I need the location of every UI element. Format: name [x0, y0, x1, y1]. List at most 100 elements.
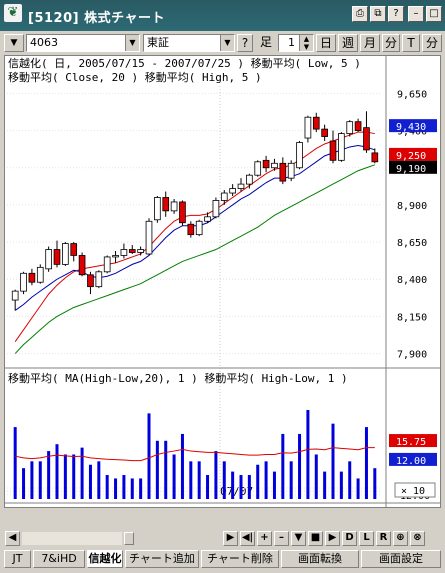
scroll-right-button[interactable]: ▶ — [223, 531, 238, 546]
hl-bar — [373, 468, 377, 499]
candle-body — [312, 116, 320, 130]
candle-body — [204, 216, 211, 222]
candle-body — [329, 140, 337, 161]
add-chart-button[interactable]: チャート追加 — [125, 550, 199, 568]
help-icon[interactable]: ? — [388, 6, 404, 22]
zoom-minus-icon[interactable]: ⊗ — [410, 531, 425, 546]
hl-bar — [72, 454, 76, 499]
low-ma5-line — [14, 144, 375, 311]
menu-dropdown-button[interactable]: ▼ — [4, 34, 24, 52]
hl-bar — [147, 413, 151, 499]
help-button[interactable]: ? — [237, 34, 253, 52]
month-button[interactable]: 月 — [360, 34, 380, 52]
hl-bar — [189, 461, 193, 499]
zoom-plus-icon[interactable]: ⊕ — [393, 531, 408, 546]
hl-bar — [97, 461, 101, 499]
jump-end-button[interactable]: ▶ — [325, 531, 340, 546]
d-button[interactable]: D — [342, 531, 357, 546]
down-button[interactable]: ▼ — [291, 531, 306, 546]
hl-bar — [139, 478, 143, 499]
hl-bar — [298, 433, 302, 499]
hl-bar — [339, 471, 343, 499]
candle-body — [187, 223, 195, 236]
period-stepper[interactable]: 1 ▲ ▼ — [278, 34, 314, 52]
tab-shinetsu[interactable]: 信越化 — [87, 550, 123, 568]
switch-screen-button[interactable]: 画面転換 — [281, 550, 359, 568]
candle-body — [287, 162, 295, 179]
code-combo[interactable]: 4063 ▼ — [26, 34, 140, 52]
candle-body — [103, 256, 111, 273]
hl-bar — [364, 427, 368, 499]
hl-bar — [256, 464, 260, 499]
window-title: [5120] 株式チャート — [28, 11, 165, 26]
badge-hl-bg — [389, 452, 437, 466]
r-button[interactable]: R — [376, 531, 391, 546]
candle-body — [120, 249, 128, 256]
candle-body — [145, 220, 153, 255]
hl-bar — [306, 409, 310, 499]
l-button[interactable]: L — [359, 531, 374, 546]
scroll-left-button[interactable]: ◀ — [5, 531, 20, 546]
badge-high-ma-bg — [389, 147, 437, 161]
candle-body — [229, 188, 236, 194]
share-button[interactable]: 分 — [382, 34, 400, 52]
hl-bar — [348, 461, 352, 499]
candle-body — [112, 255, 119, 258]
hl-bar — [314, 454, 318, 499]
stock-chart[interactable]: 信越化( 日, 2005/07/15 - 2007/07/25 ) 移動平均( … — [5, 56, 440, 507]
toolbar: ▼ 4063 ▼ 東証 ▼ ? 足 1 ▲ ▼ 日 週 月 分 T 分 — [0, 31, 445, 55]
minimize-button[interactable]: – — [408, 6, 424, 22]
more-button[interactable]: 分 — [422, 34, 442, 52]
badge-hl-ma-bg — [389, 434, 437, 448]
scroll-thumb[interactable] — [124, 532, 134, 545]
copy-icon[interactable]: ⧉ — [370, 6, 386, 22]
print-icon[interactable]: ⎙ — [352, 6, 368, 22]
y-tick-label: 8,400 — [397, 275, 427, 286]
main-legend-line2: 移動平均( Close, 20 ) 移動平均( High, 5 ) — [8, 70, 262, 84]
hl-bar — [155, 440, 159, 499]
candle-body — [95, 271, 103, 288]
hl-bar — [38, 461, 42, 499]
candle-body — [296, 142, 303, 169]
badge-high-ma: 9,250 — [396, 151, 426, 162]
tab-jt[interactable]: JT — [4, 550, 31, 568]
candle-body — [321, 128, 328, 137]
market-value: 東証 — [147, 36, 169, 49]
candle-body — [78, 255, 86, 276]
chevron-down-icon[interactable]: ▼ — [125, 35, 139, 51]
title-bar: ❦ [5120] 株式チャート ⎙ ⧉ ? – □ — [0, 0, 445, 31]
candle-body — [62, 243, 69, 265]
stop-button[interactable]: ■ — [308, 531, 323, 546]
t-button[interactable]: T — [402, 34, 420, 52]
day-button[interactable]: 日 — [316, 34, 336, 52]
tab-7ihd[interactable]: 7&iHD — [33, 550, 85, 568]
zoom-in-button[interactable]: + — [257, 531, 272, 546]
delete-chart-button[interactable]: チャート削除 — [201, 550, 279, 568]
hl-bar — [114, 478, 118, 499]
candle-body — [195, 220, 203, 236]
hl-bar — [63, 454, 67, 499]
period-value: 1 — [288, 36, 295, 49]
chart-scrollbar[interactable]: ◀ ▶ ◀| + – ▼ ■ ▶ D L R ⊕ ⊗ — [4, 530, 441, 548]
week-button[interactable]: 週 — [338, 34, 358, 52]
candle-body — [220, 192, 228, 201]
market-combo[interactable]: 東証 ▼ — [143, 34, 235, 52]
hl-bar — [289, 461, 293, 499]
candle-body — [271, 162, 278, 169]
badge-hl: 12.00 — [396, 456, 426, 467]
spin-icon[interactable]: ▲ ▼ — [299, 35, 313, 51]
maximize-button[interactable]: □ — [426, 6, 442, 22]
chart-area[interactable]: 信越化( 日, 2005/07/15 - 2007/07/25 ) 移動平均( … — [4, 55, 441, 508]
chevron-down-icon[interactable]: ▼ — [220, 35, 234, 51]
hl-bar — [356, 478, 360, 499]
candle-body — [304, 116, 312, 139]
jump-start-button[interactable]: ◀| — [240, 531, 255, 546]
hl-bar — [214, 451, 218, 499]
scale-box: × 10 — [401, 486, 425, 497]
screen-settings-button[interactable]: 画面設定 — [361, 550, 441, 568]
hl-bar — [197, 461, 201, 499]
scroll-track[interactable] — [22, 532, 122, 545]
zoom-out-button[interactable]: – — [274, 531, 289, 546]
hl-bar — [272, 471, 276, 499]
y-tick-label: 9,650 — [397, 89, 427, 100]
